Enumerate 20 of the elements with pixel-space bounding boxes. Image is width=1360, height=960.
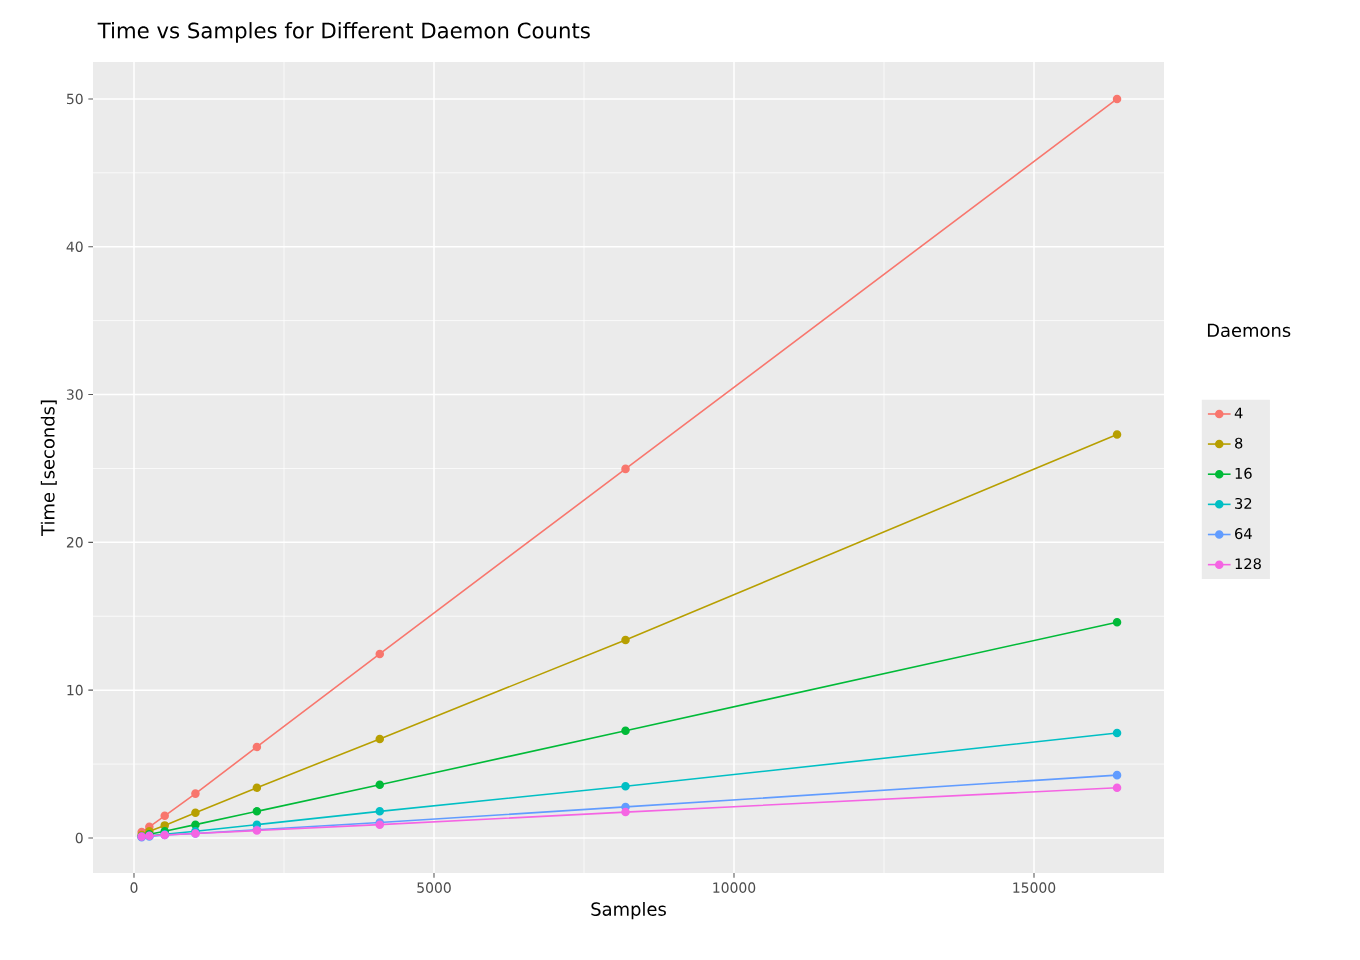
y-tick-label: 30	[66, 389, 83, 400]
y-tick-label: 0	[75, 832, 83, 844]
legend-label: 16	[1235, 467, 1252, 479]
x-tick-label: 5000	[417, 882, 451, 893]
legend-label: 128	[1235, 558, 1261, 570]
x-tick-label: 15000	[1013, 882, 1056, 893]
legend-title: Daemons	[1207, 323, 1291, 338]
legend-label: 4	[1234, 407, 1243, 419]
legend-label: 64	[1235, 528, 1252, 540]
chart-title: Time vs Samples for Different Daemon Counts	[97, 22, 590, 43]
x-axis-title: Samples	[591, 902, 666, 920]
y-tick-label: 40	[66, 241, 83, 252]
y-tick-label: 20	[66, 537, 83, 548]
y-tick-label: 10	[67, 684, 83, 696]
x-tick-label: 0	[130, 882, 138, 893]
y-axis-title: Time [seconds]	[40, 400, 57, 536]
x-tick-label: 10000	[713, 882, 756, 893]
legend-label: 32	[1235, 497, 1252, 509]
legend-label: 8	[1235, 437, 1243, 449]
y-tick-label: 50	[66, 93, 83, 105]
